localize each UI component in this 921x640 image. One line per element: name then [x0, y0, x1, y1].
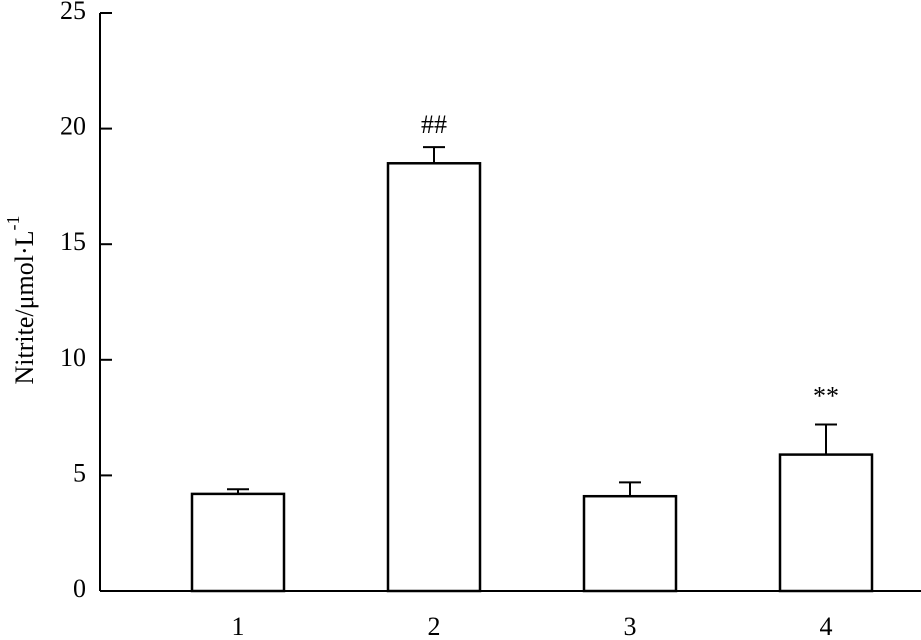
- bar: [386, 162, 482, 593]
- bar: [582, 494, 678, 593]
- annotation: **: [813, 382, 839, 411]
- y-tick-label: 20: [60, 112, 86, 141]
- x-tick-label: 1: [232, 612, 245, 640]
- y-tick-label: 10: [60, 343, 86, 372]
- bar: [778, 453, 874, 593]
- x-tick-label: 2: [428, 612, 441, 640]
- y-axis-label: Nitrite/μmol·L-1: [3, 215, 39, 384]
- y-tick-label: 0: [73, 574, 86, 603]
- y-tick-label: 25: [60, 0, 86, 25]
- x-tick-label: 3: [624, 612, 637, 640]
- y-axis-label-text: Nitrite/μmol·L: [10, 230, 39, 384]
- annotation: ##: [421, 110, 447, 139]
- y-axis-label-superscript: -1: [3, 215, 23, 230]
- y-tick-label: 15: [60, 227, 86, 256]
- bar: [190, 492, 286, 593]
- y-tick-label: 5: [73, 458, 86, 487]
- x-tick-label: 4: [820, 612, 833, 640]
